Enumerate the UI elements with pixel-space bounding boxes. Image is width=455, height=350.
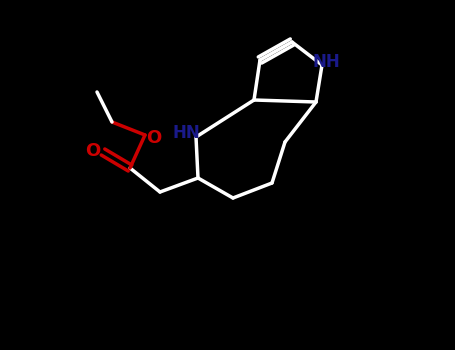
- Text: O: O: [147, 129, 162, 147]
- Text: O: O: [86, 142, 101, 160]
- Text: HN: HN: [172, 124, 200, 142]
- Text: NH: NH: [312, 53, 340, 71]
